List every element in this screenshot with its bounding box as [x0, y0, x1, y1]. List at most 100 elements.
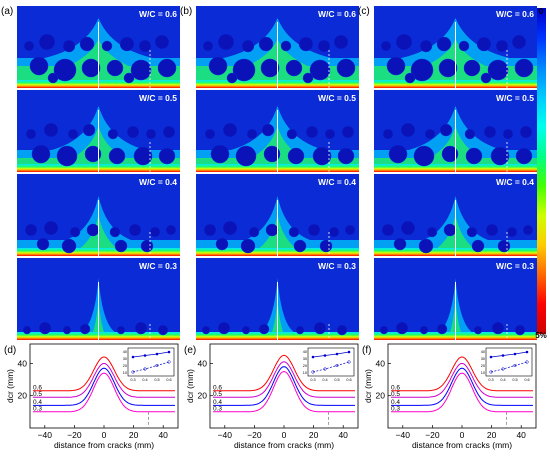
aggregate-particle: [328, 226, 340, 238]
aggregate-particle: [260, 58, 280, 78]
x-tick-label: 0: [282, 430, 287, 440]
aggregate-particle: [312, 146, 332, 166]
aggregate-particle: [69, 226, 81, 238]
panel-label: (c): [358, 6, 370, 17]
aggregate-particle: [116, 325, 126, 335]
aggregate-particle: [79, 323, 91, 335]
y-axis-label: dcr (mm): [363, 369, 373, 403]
inset-y-tick-label: 10: [303, 371, 307, 375]
aggregate-particle: [235, 145, 257, 167]
aggregate-particle: [393, 237, 407, 251]
aggregate-particle: [465, 147, 483, 165]
x-tick-label: −20: [247, 430, 262, 440]
line-chart: −40 −20 0 20 40 20 40 distance from cracks (mm)…: [4, 343, 179, 450]
aggregate-particle: [388, 144, 408, 164]
aggregate-particle: [302, 72, 314, 84]
aggregate-particle: [134, 321, 148, 335]
wc-label: W/C = 0.6: [496, 9, 534, 19]
wc-label: W/C = 0.6: [139, 9, 177, 19]
aggregate-particle: [241, 39, 255, 53]
x-axis-label: distance from cracks (mm): [412, 440, 512, 450]
series-line: [213, 370, 355, 413]
aggregate-particle: [43, 220, 59, 236]
inset-y-tick-label: 20: [303, 364, 307, 368]
aggregate-particle: [217, 321, 231, 335]
aggregate-particle: [248, 226, 260, 238]
aggregate-particle: [514, 58, 534, 78]
y-axis-label: dcr (mm): [5, 369, 15, 403]
colorbar-bottom-label: 5%: [535, 331, 547, 340]
aggregate-particle: [313, 321, 327, 335]
aggregate-particle: [204, 128, 216, 140]
x-tick-label: 40: [338, 430, 348, 440]
aggregate-particle: [458, 40, 470, 52]
inset-point: [155, 363, 159, 368]
aggregate-particle: [126, 125, 140, 139]
series-line: [213, 366, 355, 406]
inset-line: [312, 361, 350, 373]
map-panel: W/C = 0.3: [374, 258, 537, 340]
aggregate-particle: [38, 321, 52, 335]
wc-label: W/C = 0.3: [496, 261, 534, 271]
y-axis-label: dcr (mm): [185, 369, 195, 403]
aggregate-particle: [241, 325, 251, 335]
series-label: 0.6: [33, 384, 42, 391]
wc-label: W/C = 0.5: [318, 93, 356, 103]
x-tick-label: −20: [67, 430, 82, 440]
map-panel: W/C = 0.3: [17, 258, 180, 340]
aggregate-particle: [36, 237, 50, 251]
series-line: [33, 362, 175, 398]
inset-x-tick-label: 0.5: [334, 378, 339, 382]
aggregate-particle: [265, 223, 279, 237]
aggregate-particle: [285, 59, 303, 77]
series-label: 0.4: [213, 399, 222, 406]
x-tick-label: −40: [38, 430, 53, 440]
aggregate-particle: [381, 223, 395, 237]
inset-chart: 0.3 0.4 0.5 0.6 40 30 20 10: [303, 347, 355, 382]
line-chart: −40 −20 0 20 40 20 40 distance from cracks (mm)…: [362, 343, 537, 450]
inset-y-tick-label: 30: [303, 357, 307, 361]
aggregate-particle: [483, 125, 497, 139]
inset-x-tick-label: 0.3: [488, 378, 493, 382]
aggregate-particle: [419, 39, 433, 53]
aggregate-particle: [413, 145, 435, 167]
map-panel: W/C = 0.6: [17, 6, 180, 88]
inset-line: [312, 351, 350, 358]
aggregate-particle: [158, 147, 176, 165]
panel-label: (b): [180, 6, 192, 17]
series-label: 0.5: [391, 391, 400, 398]
aggregate-particle: [293, 239, 307, 253]
y-tick-label: 40: [376, 358, 386, 368]
aggregate-particle: [38, 33, 56, 51]
aggregate-particle: [82, 123, 96, 137]
series-line: [391, 367, 533, 406]
inset-line: [132, 351, 170, 358]
aggregate-particle: [286, 128, 298, 140]
aggregate-particle: [123, 72, 135, 84]
aggregate-particle: [464, 128, 476, 140]
map-panel: W/C = 0.5: [374, 90, 537, 172]
aggregate-particle: [379, 325, 389, 335]
aggregate-particle: [344, 224, 356, 236]
aggregate-particle: [305, 125, 319, 139]
panel-label: (d): [4, 345, 16, 356]
aggregate-particle: [162, 125, 176, 139]
x-axis-label: distance from cracks (mm): [234, 440, 334, 450]
aggregate-particle: [22, 325, 32, 335]
map-panel: W/C = 0.3: [196, 258, 359, 340]
inset-point: [335, 363, 339, 368]
inset-point: [167, 360, 171, 364]
aggregate-particle: [222, 220, 238, 236]
x-tick-label: −40: [218, 430, 233, 440]
aggregate-particle: [404, 72, 416, 84]
aggregate-particle: [86, 223, 100, 237]
aggregate-particle: [400, 122, 416, 138]
aggregate-particle: [157, 324, 169, 336]
aggregate-particle: [514, 324, 526, 336]
aggregate-particle: [226, 72, 238, 84]
map-panel: W/C = 0.6: [374, 6, 537, 88]
inset-x-tick-label: 0.4: [500, 378, 505, 382]
series-label: 0.3: [33, 405, 42, 412]
aggregate-particle: [490, 146, 510, 166]
